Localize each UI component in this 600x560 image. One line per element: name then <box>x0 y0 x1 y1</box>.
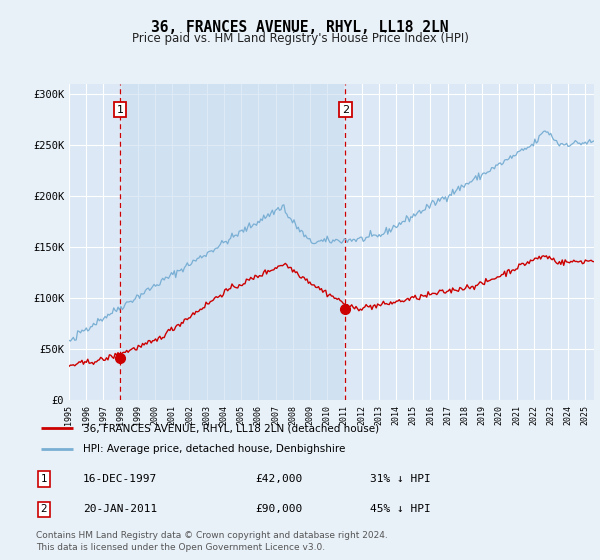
Text: 45% ↓ HPI: 45% ↓ HPI <box>370 505 431 515</box>
Text: 1: 1 <box>41 474 47 484</box>
Bar <box>120 84 345 400</box>
Text: 2: 2 <box>41 505 47 515</box>
Text: 20-JAN-2011: 20-JAN-2011 <box>83 505 157 515</box>
Text: 36, FRANCES AVENUE, RHYL, LL18 2LN (detached house): 36, FRANCES AVENUE, RHYL, LL18 2LN (deta… <box>83 423 379 433</box>
Text: 36, FRANCES AVENUE, RHYL, LL18 2LN: 36, FRANCES AVENUE, RHYL, LL18 2LN <box>151 20 449 35</box>
Text: £90,000: £90,000 <box>255 505 302 515</box>
Text: 16-DEC-1997: 16-DEC-1997 <box>83 474 157 484</box>
Text: 1: 1 <box>116 105 124 114</box>
Text: 2: 2 <box>342 105 349 114</box>
Text: Contains HM Land Registry data © Crown copyright and database right 2024.
This d: Contains HM Land Registry data © Crown c… <box>36 531 388 552</box>
Text: Price paid vs. HM Land Registry's House Price Index (HPI): Price paid vs. HM Land Registry's House … <box>131 32 469 45</box>
Text: 31% ↓ HPI: 31% ↓ HPI <box>370 474 431 484</box>
Text: HPI: Average price, detached house, Denbighshire: HPI: Average price, detached house, Denb… <box>83 445 346 455</box>
Text: £42,000: £42,000 <box>255 474 302 484</box>
